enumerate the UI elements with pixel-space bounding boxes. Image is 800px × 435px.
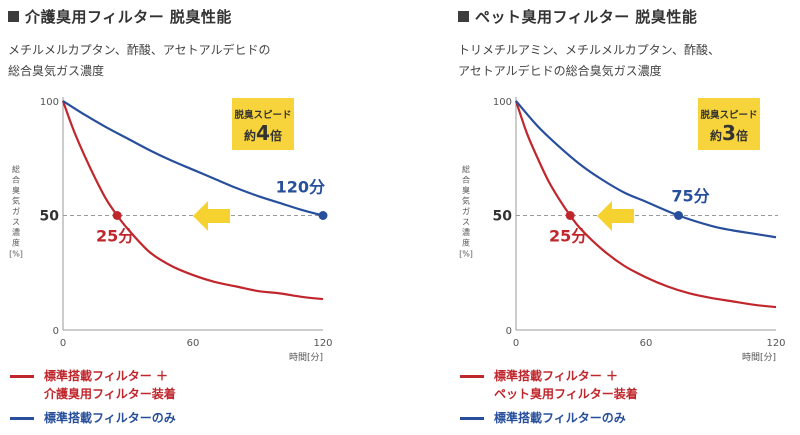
- marker-red: [112, 211, 122, 220]
- legend-item-blue: 標準搭載フィルターのみ: [10, 409, 176, 427]
- legend-swatch-blue: [460, 417, 484, 420]
- marker-blue: [674, 211, 683, 220]
- arrow-left-icon: [597, 201, 634, 231]
- title-square-icon: [8, 11, 19, 22]
- y-tick-label: 100: [493, 97, 512, 108]
- series-line-red: [61, 100, 324, 301]
- x-axis-label: 時間[分]: [742, 352, 776, 363]
- marker-blue: [318, 211, 328, 220]
- marker-label-red: 25分: [96, 227, 134, 246]
- legend-text: 標準搭載フィルターのみ: [44, 411, 176, 425]
- speed-badge-label: 脱臭スピード: [234, 109, 291, 121]
- legend-text: 標準搭載フィルター ＋: [494, 369, 618, 383]
- legend-text: 介護臭用フィルター装着: [44, 387, 176, 401]
- subtitle-line: メチルメルカプタン、酢酸、アセトアルデヒドの: [8, 43, 271, 57]
- x-tick-label: 0: [60, 338, 66, 349]
- speed-badge-value: 約4倍: [244, 121, 282, 145]
- y-tick-label: 50: [40, 209, 60, 225]
- x-tick-label: 60: [640, 338, 653, 349]
- legend-text: 標準搭載フィルターのみ: [494, 411, 626, 425]
- legend: 標準搭載フィルター ＋ ペット臭用フィルター装着 標準搭載フィルターのみ: [460, 367, 638, 433]
- subtitle-line: アセトアルデヒドの総合臭気ガス濃度: [458, 64, 662, 78]
- x-tick-label: 0: [513, 338, 519, 349]
- x-tick-label: 60: [187, 338, 200, 349]
- y-tick-label: 50: [493, 209, 513, 225]
- speed-badge-value: 約3倍: [710, 121, 748, 145]
- line-chart: 0 50 100 0 60 120 時間[分] 総合臭気ガス濃度[%] 25分 120分 脱臭スピー…: [9, 97, 333, 363]
- marker-label-blue: 75分: [671, 187, 709, 206]
- chart-title-text: ペット臭用フィルター 脱臭性能: [475, 8, 698, 26]
- arrow-left-icon: [193, 201, 230, 231]
- legend-swatch-red: [460, 375, 484, 378]
- x-tick-label: 120: [766, 338, 785, 349]
- x-axis-label: 時間[分]: [289, 352, 323, 363]
- marker-label-red: 25分: [549, 227, 587, 246]
- subtitle-line: 総合臭気ガス濃度: [8, 64, 105, 78]
- legend-text: ペット臭用フィルター装着: [494, 387, 638, 401]
- legend-text: 標準搭載フィルター ＋: [44, 369, 168, 383]
- line-chart: 0 50 100 0 60 120 時間[分] 総合臭気ガス濃度[%] 25分 75分 脱臭スピード…: [459, 97, 786, 363]
- title-square-icon: [458, 11, 469, 22]
- legend: 標準搭載フィルター ＋ 介護臭用フィルター装着 標準搭載フィルターのみ: [10, 367, 176, 433]
- series-line-blue: [62, 100, 324, 217]
- speed-badge: [698, 98, 760, 150]
- panel-right: ペット臭用フィルター 脱臭性能 トリメチルアミン、メチルメルカプタン、酢酸、 ア…: [450, 0, 800, 435]
- panel-left: 介護臭用フィルター 脱臭性能 メチルメルカプタン、酢酸、アセトアルデヒドの 総合…: [0, 0, 390, 435]
- y-axis-label: 総合臭気ガス濃度[%]: [9, 164, 23, 259]
- marker-red: [565, 211, 575, 220]
- series-line-red: [514, 100, 777, 309]
- y-tick-label: 0: [506, 326, 512, 337]
- y-tick-label: 100: [40, 97, 59, 108]
- legend-item-red: 標準搭載フィルター ＋ 介護臭用フィルター装着: [10, 367, 176, 403]
- chart-title: ペット臭用フィルター 脱臭性能: [458, 6, 697, 27]
- speed-badge: [232, 98, 294, 150]
- chart-subtitle: メチルメルカプタン、酢酸、アセトアルデヒドの 総合臭気ガス濃度: [8, 40, 271, 82]
- chart-title-text: 介護臭用フィルター 脱臭性能: [25, 8, 232, 26]
- legend-item-red: 標準搭載フィルター ＋ ペット臭用フィルター装着: [460, 367, 638, 403]
- chart-title: 介護臭用フィルター 脱臭性能: [8, 6, 232, 27]
- speed-badge-label: 脱臭スピード: [700, 109, 757, 121]
- chart-subtitle: トリメチルアミン、メチルメルカプタン、酢酸、 アセトアルデヒドの総合臭気ガス濃度: [458, 40, 720, 82]
- subtitle-line: トリメチルアミン、メチルメルカプタン、酢酸、: [458, 43, 720, 57]
- marker-label-blue: 120分: [276, 178, 325, 197]
- series-line-blue: [515, 100, 777, 239]
- legend-swatch-blue: [10, 417, 34, 420]
- legend-swatch-red: [10, 375, 34, 378]
- legend-item-blue: 標準搭載フィルターのみ: [460, 409, 638, 427]
- y-axis-label: 総合臭気ガス濃度[%]: [459, 164, 473, 259]
- x-tick-label: 120: [313, 338, 332, 349]
- y-tick-label: 0: [53, 326, 59, 337]
